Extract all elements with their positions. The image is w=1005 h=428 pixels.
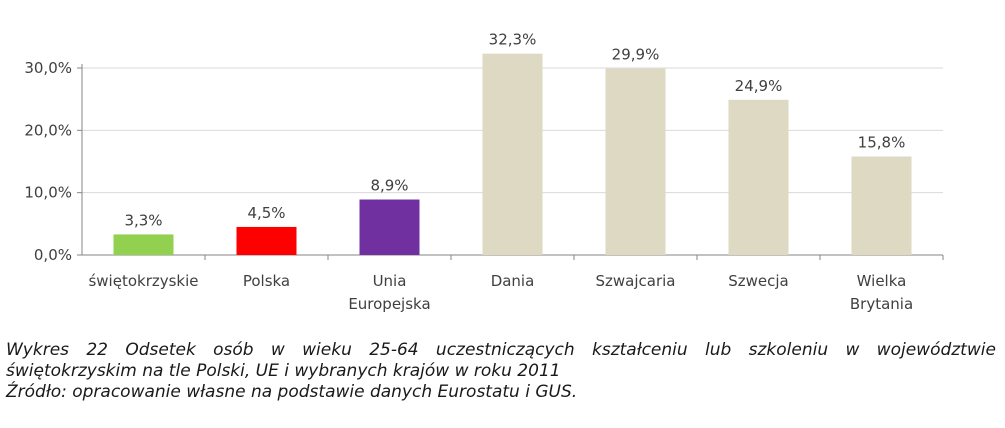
y-tick-label: 30,0% <box>24 59 72 77</box>
category-label: Polska <box>243 272 290 290</box>
category-label: Dania <box>491 272 535 290</box>
bar <box>113 234 174 255</box>
caption-word: uczestniczących <box>435 340 575 360</box>
bar <box>851 156 912 255</box>
caption-word: wieku <box>302 340 352 360</box>
caption-word: lub <box>705 340 732 360</box>
data-label: 8,9% <box>370 177 408 195</box>
caption-word: osób <box>213 340 254 360</box>
category-label: Szwajcaria <box>596 272 676 290</box>
category-label: Brytania <box>850 295 913 313</box>
bar <box>728 99 789 255</box>
category-label: Szwecja <box>728 272 789 290</box>
y-tick-label: 20,0% <box>24 121 72 139</box>
caption-word: kształceniu <box>592 340 688 360</box>
data-label: 15,8% <box>858 134 906 152</box>
bar-chart: 0,0% 10,0% 20,0% 30,0% 3,3% świętokrzyskie 4,5… <box>24 31 944 313</box>
category-label: świętokrzyskie <box>88 272 198 290</box>
bar <box>605 68 666 255</box>
bar <box>236 226 297 255</box>
caption-word: Wykres <box>6 340 70 360</box>
category-label: Wielka <box>857 272 907 290</box>
caption-word: Odsetek <box>125 340 196 360</box>
caption-word: w <box>270 340 285 360</box>
caption-word: województwie <box>876 340 996 360</box>
category-label: Europejska <box>348 295 430 313</box>
bar <box>482 53 543 256</box>
y-tick-label: 10,0% <box>24 184 72 202</box>
data-label: 3,3% <box>124 211 162 229</box>
y-tick-label: 0,0% <box>34 246 72 264</box>
bar <box>359 199 420 255</box>
data-label: 24,9% <box>735 77 783 95</box>
data-label: 29,9% <box>612 46 660 64</box>
caption-line-2: świętokrzyskim na tle Polski, UE i wybra… <box>6 361 561 381</box>
data-label: 4,5% <box>247 204 285 222</box>
caption-word: w <box>845 340 860 360</box>
caption-word: szkoleniu <box>748 340 829 360</box>
data-label: 32,3% <box>489 31 537 49</box>
caption-word: 22 <box>86 340 108 360</box>
caption-source: Źródło: opracowanie własne na podstawie … <box>6 382 578 402</box>
caption-line-1: Wykres 22 Odsetek osób w wieku 25-64 uczestnicz… <box>6 340 996 361</box>
caption-word: 25-64 <box>369 340 419 360</box>
category-label: Unia <box>373 272 407 290</box>
figure-caption: Wykres 22 Odsetek osób w wieku 25-64 uczestnicz… <box>6 340 996 403</box>
